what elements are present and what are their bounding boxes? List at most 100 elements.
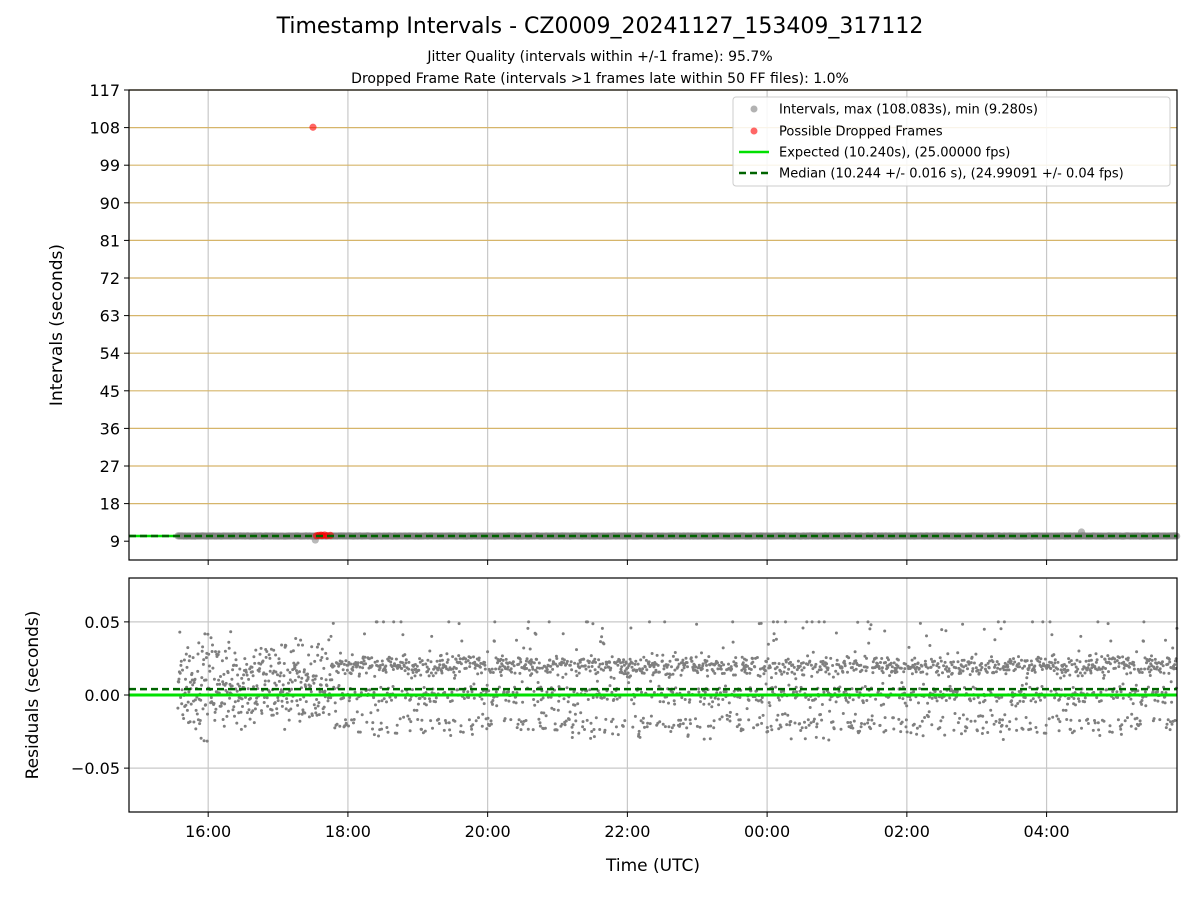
residual-point: [406, 672, 410, 676]
residual-point: [676, 658, 680, 662]
residual-point: [219, 704, 223, 708]
residual-point: [1003, 661, 1007, 665]
residual-point: [703, 690, 707, 694]
residual-point: [1088, 653, 1092, 657]
residual-point: [524, 663, 528, 667]
intervals-y-tick-label: 27: [100, 457, 120, 476]
residual-point: [291, 649, 295, 653]
residual-point: [724, 690, 728, 694]
residual-point: [267, 679, 271, 683]
residual-point: [297, 712, 301, 716]
residuals-scatter: [176, 620, 1179, 743]
residual-point: [854, 667, 858, 671]
residual-point: [988, 659, 992, 663]
residual-point: [328, 673, 332, 677]
residual-point: [1064, 708, 1068, 712]
residual-point: [945, 665, 949, 669]
residual-point: [947, 667, 951, 671]
residual-point: [863, 722, 867, 726]
residual-point: [860, 668, 864, 672]
residual-point: [1106, 622, 1110, 626]
residual-point: [587, 660, 591, 663]
residual-point: [1115, 659, 1119, 663]
residual-point: [461, 730, 465, 734]
residual-point: [860, 722, 863, 725]
residual-point: [807, 723, 811, 727]
residuals-y-tick-label: 0.00: [84, 686, 120, 705]
residual-point: [1100, 655, 1104, 659]
residual-point: [567, 718, 571, 721]
residual-point: [734, 661, 738, 665]
residual-point: [581, 725, 585, 729]
residual-point: [469, 656, 472, 660]
residual-point: [519, 660, 523, 664]
residual-point: [629, 626, 633, 630]
residual-point: [309, 690, 313, 694]
residual-point: [657, 684, 661, 688]
residual-point: [381, 663, 385, 667]
residual-point: [378, 664, 382, 667]
residual-point: [579, 711, 583, 715]
residual-point: [918, 621, 922, 625]
residual-point: [735, 725, 739, 729]
residual-point: [494, 667, 498, 671]
residual-point: [477, 656, 481, 660]
residuals-axes: 0.050.00−0.05 16:00 18:00 20:00 22:00 00:00 0…: [23, 577, 1179, 876]
residual-point: [671, 690, 675, 694]
residual-point: [629, 674, 632, 678]
residual-point: [372, 733, 376, 737]
residual-point: [643, 665, 647, 669]
residual-point: [470, 690, 474, 694]
residual-point: [1001, 738, 1005, 741]
residual-point: [883, 716, 887, 720]
residual-point: [602, 668, 605, 672]
residual-point: [207, 652, 211, 656]
residual-point: [489, 670, 493, 674]
residual-point: [719, 664, 723, 668]
residual-point: [376, 708, 380, 712]
residual-point: [213, 718, 217, 722]
residual-point: [231, 668, 235, 672]
residual-point: [336, 671, 340, 675]
residual-point: [583, 664, 587, 668]
residual-point: [996, 620, 1000, 624]
residual-point: [1066, 702, 1069, 706]
residual-point: [411, 671, 415, 674]
residual-point: [985, 670, 989, 674]
residual-point: [948, 684, 952, 688]
residual-point: [898, 696, 901, 700]
residual-point: [1065, 718, 1069, 721]
residual-point: [793, 672, 797, 676]
residual-point: [339, 651, 342, 655]
residual-point: [685, 726, 689, 730]
residual-point: [429, 660, 433, 664]
residual-point: [184, 703, 188, 707]
residual-point: [178, 630, 182, 634]
residual-point: [892, 661, 896, 665]
residual-point: [431, 726, 434, 730]
residual-point: [811, 650, 815, 654]
residual-point: [202, 739, 206, 743]
residual-point: [807, 698, 811, 702]
residual-point: [716, 661, 719, 665]
residual-point: [1128, 661, 1132, 665]
residual-point: [915, 726, 919, 730]
residual-point: [304, 700, 308, 704]
residual-point: [1121, 655, 1125, 659]
residual-point: [949, 660, 953, 664]
residual-point: [238, 667, 242, 671]
residual-point: [1061, 708, 1065, 712]
residual-point: [459, 724, 463, 728]
residual-point: [666, 663, 670, 667]
residual-point: [450, 699, 454, 703]
residual-point: [1129, 671, 1133, 675]
residual-point: [564, 719, 568, 723]
residual-point: [1095, 658, 1099, 662]
residual-point: [280, 704, 284, 708]
residual-point: [925, 672, 929, 676]
residual-point: [748, 671, 752, 675]
residual-point: [900, 681, 904, 685]
residual-point: [1104, 667, 1107, 670]
residual-point: [849, 721, 852, 724]
residual-point: [592, 735, 596, 739]
